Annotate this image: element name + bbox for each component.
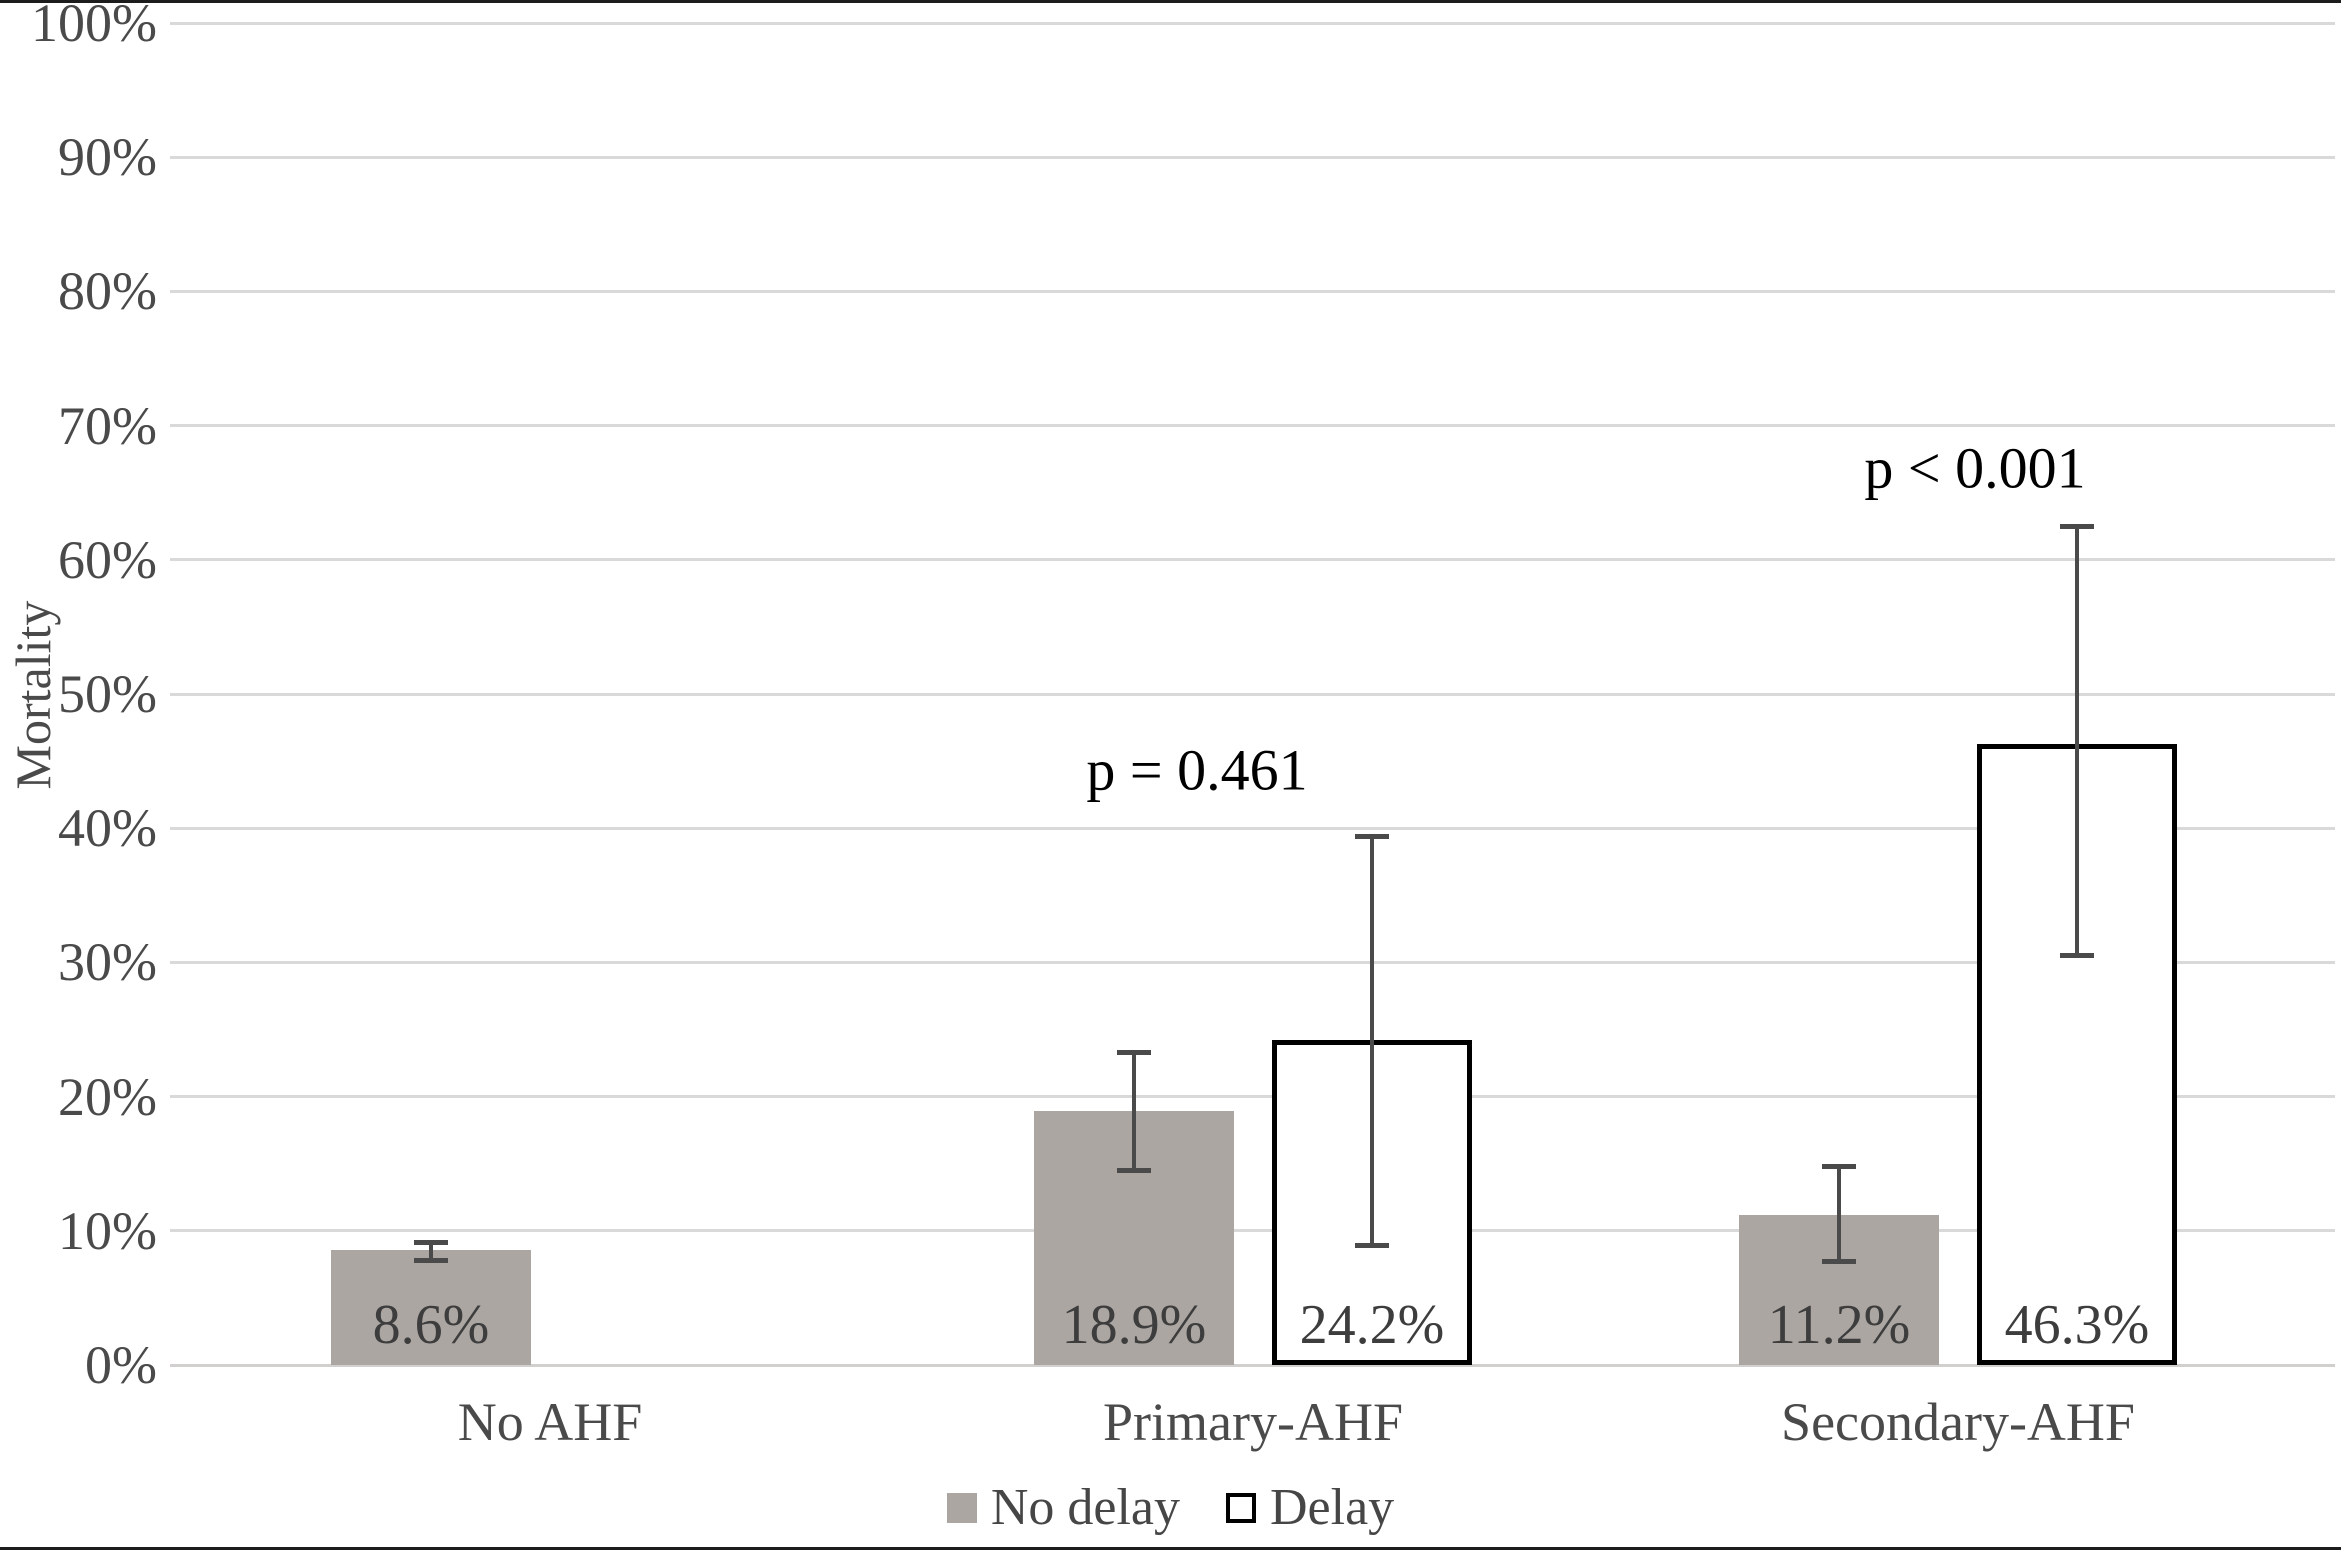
p-value-annotation: p < 0.001 <box>1864 435 2086 501</box>
no-delay-swatch-icon <box>946 1493 977 1523</box>
legend-item-no-delay: No delay <box>946 1479 1180 1536</box>
gridline <box>170 1095 2335 1099</box>
error-bar-line <box>1837 1163 1841 1265</box>
error-bar-cap <box>1822 1163 1856 1169</box>
error-bar <box>1822 1163 1856 1265</box>
gridline <box>170 692 2335 696</box>
y-tick-label: 30% <box>58 932 157 993</box>
gridline <box>170 1229 2335 1233</box>
error-bar-cap <box>1822 1259 1856 1265</box>
bar-value-label: 11.2% <box>1767 1294 1911 1356</box>
error-bar <box>414 1240 448 1263</box>
gridline <box>170 826 2335 830</box>
error-bar-cap <box>414 1258 448 1263</box>
error-bar <box>1355 833 1389 1249</box>
error-bar-cap <box>2060 523 2094 529</box>
error-bar-line <box>1132 1049 1136 1174</box>
category-label: Secondary-AHF <box>1781 1392 2135 1452</box>
gridline <box>170 960 2335 964</box>
bar-value-label: 46.3% <box>2004 1294 2150 1356</box>
error-bar-cap <box>1355 1243 1389 1249</box>
y-tick-label: 0% <box>85 1335 157 1395</box>
error-bar-cap <box>1355 833 1389 839</box>
error-bar-line <box>429 1240 433 1263</box>
figure-top-rule <box>0 0 2341 3</box>
p-value-annotation: p = 0.461 <box>1086 737 1308 803</box>
y-tick-label: 90% <box>58 127 157 188</box>
chart-legend: No delay Delay <box>0 1482 2341 1534</box>
bar-no-delay-0 <box>331 1249 531 1365</box>
error-bar <box>2060 523 2094 959</box>
error-bar-line <box>1370 833 1374 1249</box>
y-tick-label: 80% <box>58 261 157 322</box>
gridline <box>170 289 2335 293</box>
category-label: No AHF <box>457 1392 643 1452</box>
legend-item-delay: Delay <box>1226 1482 1394 1534</box>
bar-value-label: 8.6% <box>372 1294 490 1356</box>
delay-swatch-icon <box>1226 1493 1256 1523</box>
y-tick-label: 50% <box>58 664 157 724</box>
y-tick-label: 20% <box>58 1066 157 1127</box>
y-tick-label: 10% <box>58 1200 157 1261</box>
category-label: Primary-AHF <box>1103 1392 1403 1452</box>
x-axis-line <box>170 1363 2335 1367</box>
gridline <box>170 155 2335 159</box>
gridline <box>170 558 2335 562</box>
y-tick-label: 100% <box>31 0 157 53</box>
bar-value-label: 24.2% <box>1299 1294 1445 1356</box>
error-bar-cap <box>1117 1049 1151 1055</box>
figure-bottom-rule <box>0 1547 2341 1550</box>
legend-label-delay: Delay <box>1270 1479 1395 1536</box>
error-bar-cap <box>2060 953 2094 959</box>
y-tick-label: 40% <box>58 798 157 859</box>
error-bar-cap <box>1117 1168 1151 1174</box>
bar-value-label: 18.9% <box>1061 1294 1207 1356</box>
y-tick-label: 70% <box>58 395 157 456</box>
error-bar-cap <box>414 1240 448 1246</box>
gridline <box>170 21 2335 25</box>
gridline <box>170 424 2335 428</box>
error-bar <box>1117 1049 1151 1174</box>
error-bar-line <box>2075 523 2079 959</box>
y-tick-label: 60% <box>58 529 157 590</box>
legend-label-no-delay: No delay <box>990 1479 1180 1536</box>
